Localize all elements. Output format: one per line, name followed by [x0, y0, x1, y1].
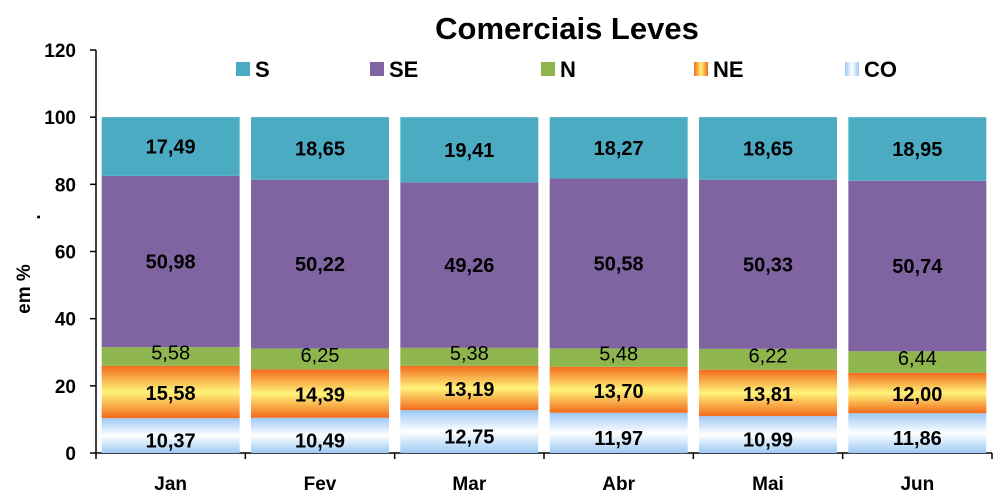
bar-ne-jun	[848, 372, 987, 414]
bar-n-mar	[400, 347, 539, 366]
data-label-s-mar: 19,41	[444, 140, 494, 162]
bar-co-jun	[848, 413, 987, 453]
bar-ne-mar	[400, 365, 539, 411]
y-axis: 0 20 40 60 80 100 120	[44, 41, 97, 465]
bar-se-mar	[400, 182, 539, 348]
data-label-s-mai: 18,65	[743, 138, 793, 160]
data-label-co-jan: 10,37	[146, 431, 196, 453]
y-axis-title: em % .	[14, 214, 45, 313]
data-label-ne-mar: 13,19	[444, 379, 494, 401]
legend-swatch-ne	[694, 62, 708, 76]
bar-s-mar	[400, 117, 539, 183]
data-label-n-mar: 5,38	[450, 343, 489, 365]
legend: S SE N NE CO	[236, 57, 897, 82]
data-label-co-mai: 10,99	[743, 430, 793, 452]
bar-s-mai	[699, 117, 837, 180]
data-label-se-fev: 50,22	[295, 254, 345, 276]
legend-label-ne: NE	[713, 57, 744, 82]
data-label-se-jan: 50,98	[146, 252, 196, 274]
bar-n-jan	[101, 347, 240, 366]
legend-swatch-s	[236, 62, 250, 76]
data-label-co-fev: 10,49	[295, 430, 345, 452]
chart-title: Comerciais Leves	[435, 11, 699, 46]
bar-se-jun	[848, 180, 987, 352]
data-label-ne-jun: 12,00	[892, 384, 942, 406]
legend-swatch-co	[845, 62, 859, 76]
x-tick-label-jun: Jun	[900, 474, 934, 495]
legend-label-s: S	[255, 57, 270, 82]
bar-n-jun	[848, 351, 987, 373]
y-axis-label-suffix: .	[24, 214, 45, 219]
data-label-co-mar: 12,75	[444, 427, 494, 449]
x-tick-label-mai: Mai	[752, 474, 784, 495]
data-label-se-abr: 50,58	[594, 253, 644, 275]
data-label-n-jan: 5,58	[151, 342, 190, 364]
data-label-ne-abr: 13,70	[594, 381, 644, 403]
x-tick-label-mar: Mar	[452, 474, 486, 495]
x-tick-label-jan: Jan	[154, 474, 187, 495]
bar-s-fev	[251, 117, 389, 180]
bar-s-abr	[549, 117, 688, 179]
x-axis: Jan Fev Mar Abr Mai Jun	[95, 452, 993, 495]
x-tick-label-fev: Fev	[304, 474, 337, 495]
data-label-n-abr: 5,48	[599, 344, 638, 366]
bar-se-abr	[549, 178, 688, 349]
data-label-n-jun: 6,44	[898, 348, 937, 370]
bar-n-fev	[251, 348, 389, 370]
y-tick-label: 120	[44, 41, 76, 62]
data-label-s-jun: 18,95	[892, 139, 942, 161]
y-tick-label: 100	[44, 108, 76, 129]
data-label-n-fev: 6,25	[301, 345, 340, 367]
bar-n-mai	[699, 348, 837, 370]
bar-s-jun	[848, 117, 987, 181]
legend-label-co: CO	[864, 57, 897, 82]
bar-n-abr	[549, 348, 688, 367]
bar-ne-mai	[699, 369, 837, 417]
y-tick-label: 0	[65, 444, 76, 465]
bar-co-abr	[549, 412, 688, 453]
data-label-co-jun: 11,86	[893, 428, 942, 450]
bar-se-jan	[101, 175, 240, 348]
data-label-ne-jan: 15,58	[146, 383, 196, 405]
data-label-s-abr: 18,27	[594, 138, 644, 160]
data-label-se-mai: 50,33	[743, 254, 793, 276]
y-tick-label: 20	[55, 377, 76, 398]
bars	[101, 117, 987, 453]
data-label-ne-fev: 14,39	[295, 385, 345, 407]
data-label-se-mar: 49,26	[444, 255, 494, 277]
x-tick-label-abr: Abr	[602, 474, 635, 495]
data-label-s-fev: 18,65	[295, 138, 345, 160]
bar-ne-abr	[549, 366, 688, 413]
legend-swatch-se	[370, 62, 384, 76]
bar-ne-jan	[101, 365, 240, 419]
data-label-ne-mai: 13,81	[743, 384, 793, 406]
data-label-s-jan: 17,49	[146, 137, 196, 159]
data-labels: 10,37 15,58 5,58 50,98 17,49 10,49 14,39 6,25 50…	[146, 137, 944, 453]
legend-label-se: SE	[389, 57, 418, 82]
y-tick-label: 80	[55, 175, 76, 196]
bar-co-mar	[400, 410, 539, 453]
legend-swatch-n	[541, 62, 555, 76]
legend-label-n: N	[560, 57, 576, 82]
bar-se-mai	[699, 179, 837, 349]
data-label-co-abr: 11,97	[594, 428, 643, 450]
y-tick-label: 40	[55, 310, 76, 331]
y-tick-label: 60	[55, 243, 76, 264]
data-label-n-mai: 6,22	[749, 345, 788, 367]
bar-ne-fev	[251, 369, 389, 418]
bar-s-jan	[101, 117, 240, 176]
y-axis-label: em %	[14, 264, 35, 314]
bar-se-fev	[251, 179, 389, 349]
bar-co-mai	[699, 416, 837, 453]
bar-co-jan	[101, 418, 240, 453]
data-label-se-jun: 50,74	[892, 256, 943, 278]
bar-co-fev	[251, 417, 389, 453]
